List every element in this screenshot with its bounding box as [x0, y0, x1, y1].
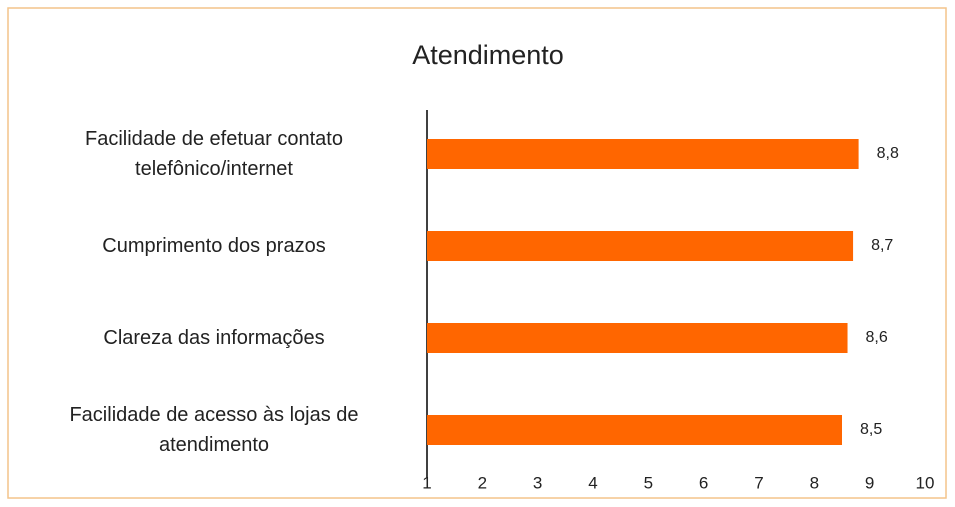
- value-label: 8,5: [860, 421, 882, 438]
- x-tick-label: 9: [865, 473, 874, 492]
- chart-title: Atendimento: [412, 40, 564, 70]
- x-tick-label: 1: [422, 473, 431, 492]
- x-tick-label: 2: [478, 473, 487, 492]
- bar: [427, 139, 859, 169]
- y-tick-label: Facilidade de acesso às lojas de atendim…: [69, 404, 359, 456]
- x-tick-label: 10: [916, 473, 935, 492]
- x-tick-label: 6: [699, 473, 708, 492]
- bar: [427, 323, 848, 353]
- chart-border: [7, 7, 947, 499]
- value-label: 8,6: [866, 329, 888, 346]
- x-tick-label: 8: [810, 473, 819, 492]
- value-label: 8,8: [877, 145, 899, 162]
- x-tick-label: 3: [533, 473, 542, 492]
- bar: [427, 415, 842, 445]
- value-label: 8,7: [871, 237, 893, 254]
- y-tick-label: Cumprimento dos prazos: [102, 235, 326, 257]
- y-tick-label: Facilidade de efetuar contato telefônico…: [85, 128, 343, 180]
- x-tick-label: 5: [644, 473, 653, 492]
- x-tick-label: 7: [754, 473, 763, 492]
- y-tick-label: Clareza das informações: [103, 327, 325, 349]
- bar: [427, 231, 854, 261]
- x-tick-label: 4: [588, 473, 597, 492]
